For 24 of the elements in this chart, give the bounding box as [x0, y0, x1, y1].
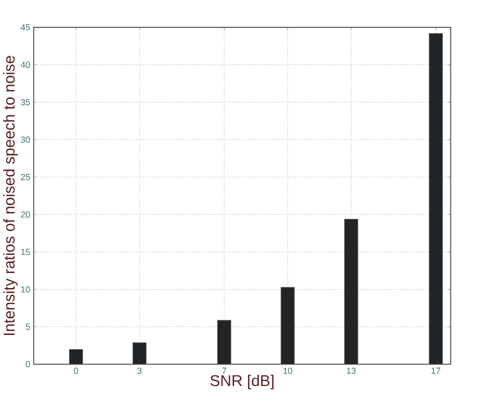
- x-tick-label: 0: [74, 368, 78, 374]
- x-tick-label: 7: [222, 368, 226, 374]
- x-tick-label: 17: [432, 368, 440, 374]
- y-tick-label: 45: [20, 24, 30, 30]
- bar: [217, 320, 232, 364]
- y-tick-label: 25: [20, 174, 30, 180]
- y-tick-label: 20: [20, 211, 30, 218]
- bar: [344, 218, 358, 364]
- y-tick-label: 10: [21, 286, 30, 292]
- y-tick-label: 40: [20, 62, 30, 68]
- y-tick-label: 5: [26, 324, 30, 330]
- bar: [428, 33, 443, 364]
- x-axis-title: SNR [dB]: [210, 374, 274, 390]
- y-tick-label: 0: [26, 361, 30, 368]
- y-axis-title: Intensity ratios of noised speech to noise: [3, 56, 18, 335]
- y-tick-label: 35: [20, 99, 30, 106]
- y-tick-label: 30: [20, 136, 30, 143]
- bar: [69, 348, 84, 364]
- bar: [280, 286, 295, 364]
- x-tick-label: 3: [137, 368, 142, 374]
- y-tick-label: 15: [21, 248, 30, 255]
- x-tick-label: 13: [346, 368, 356, 374]
- x-tick-label: 10: [283, 368, 292, 374]
- bar: [132, 342, 147, 364]
